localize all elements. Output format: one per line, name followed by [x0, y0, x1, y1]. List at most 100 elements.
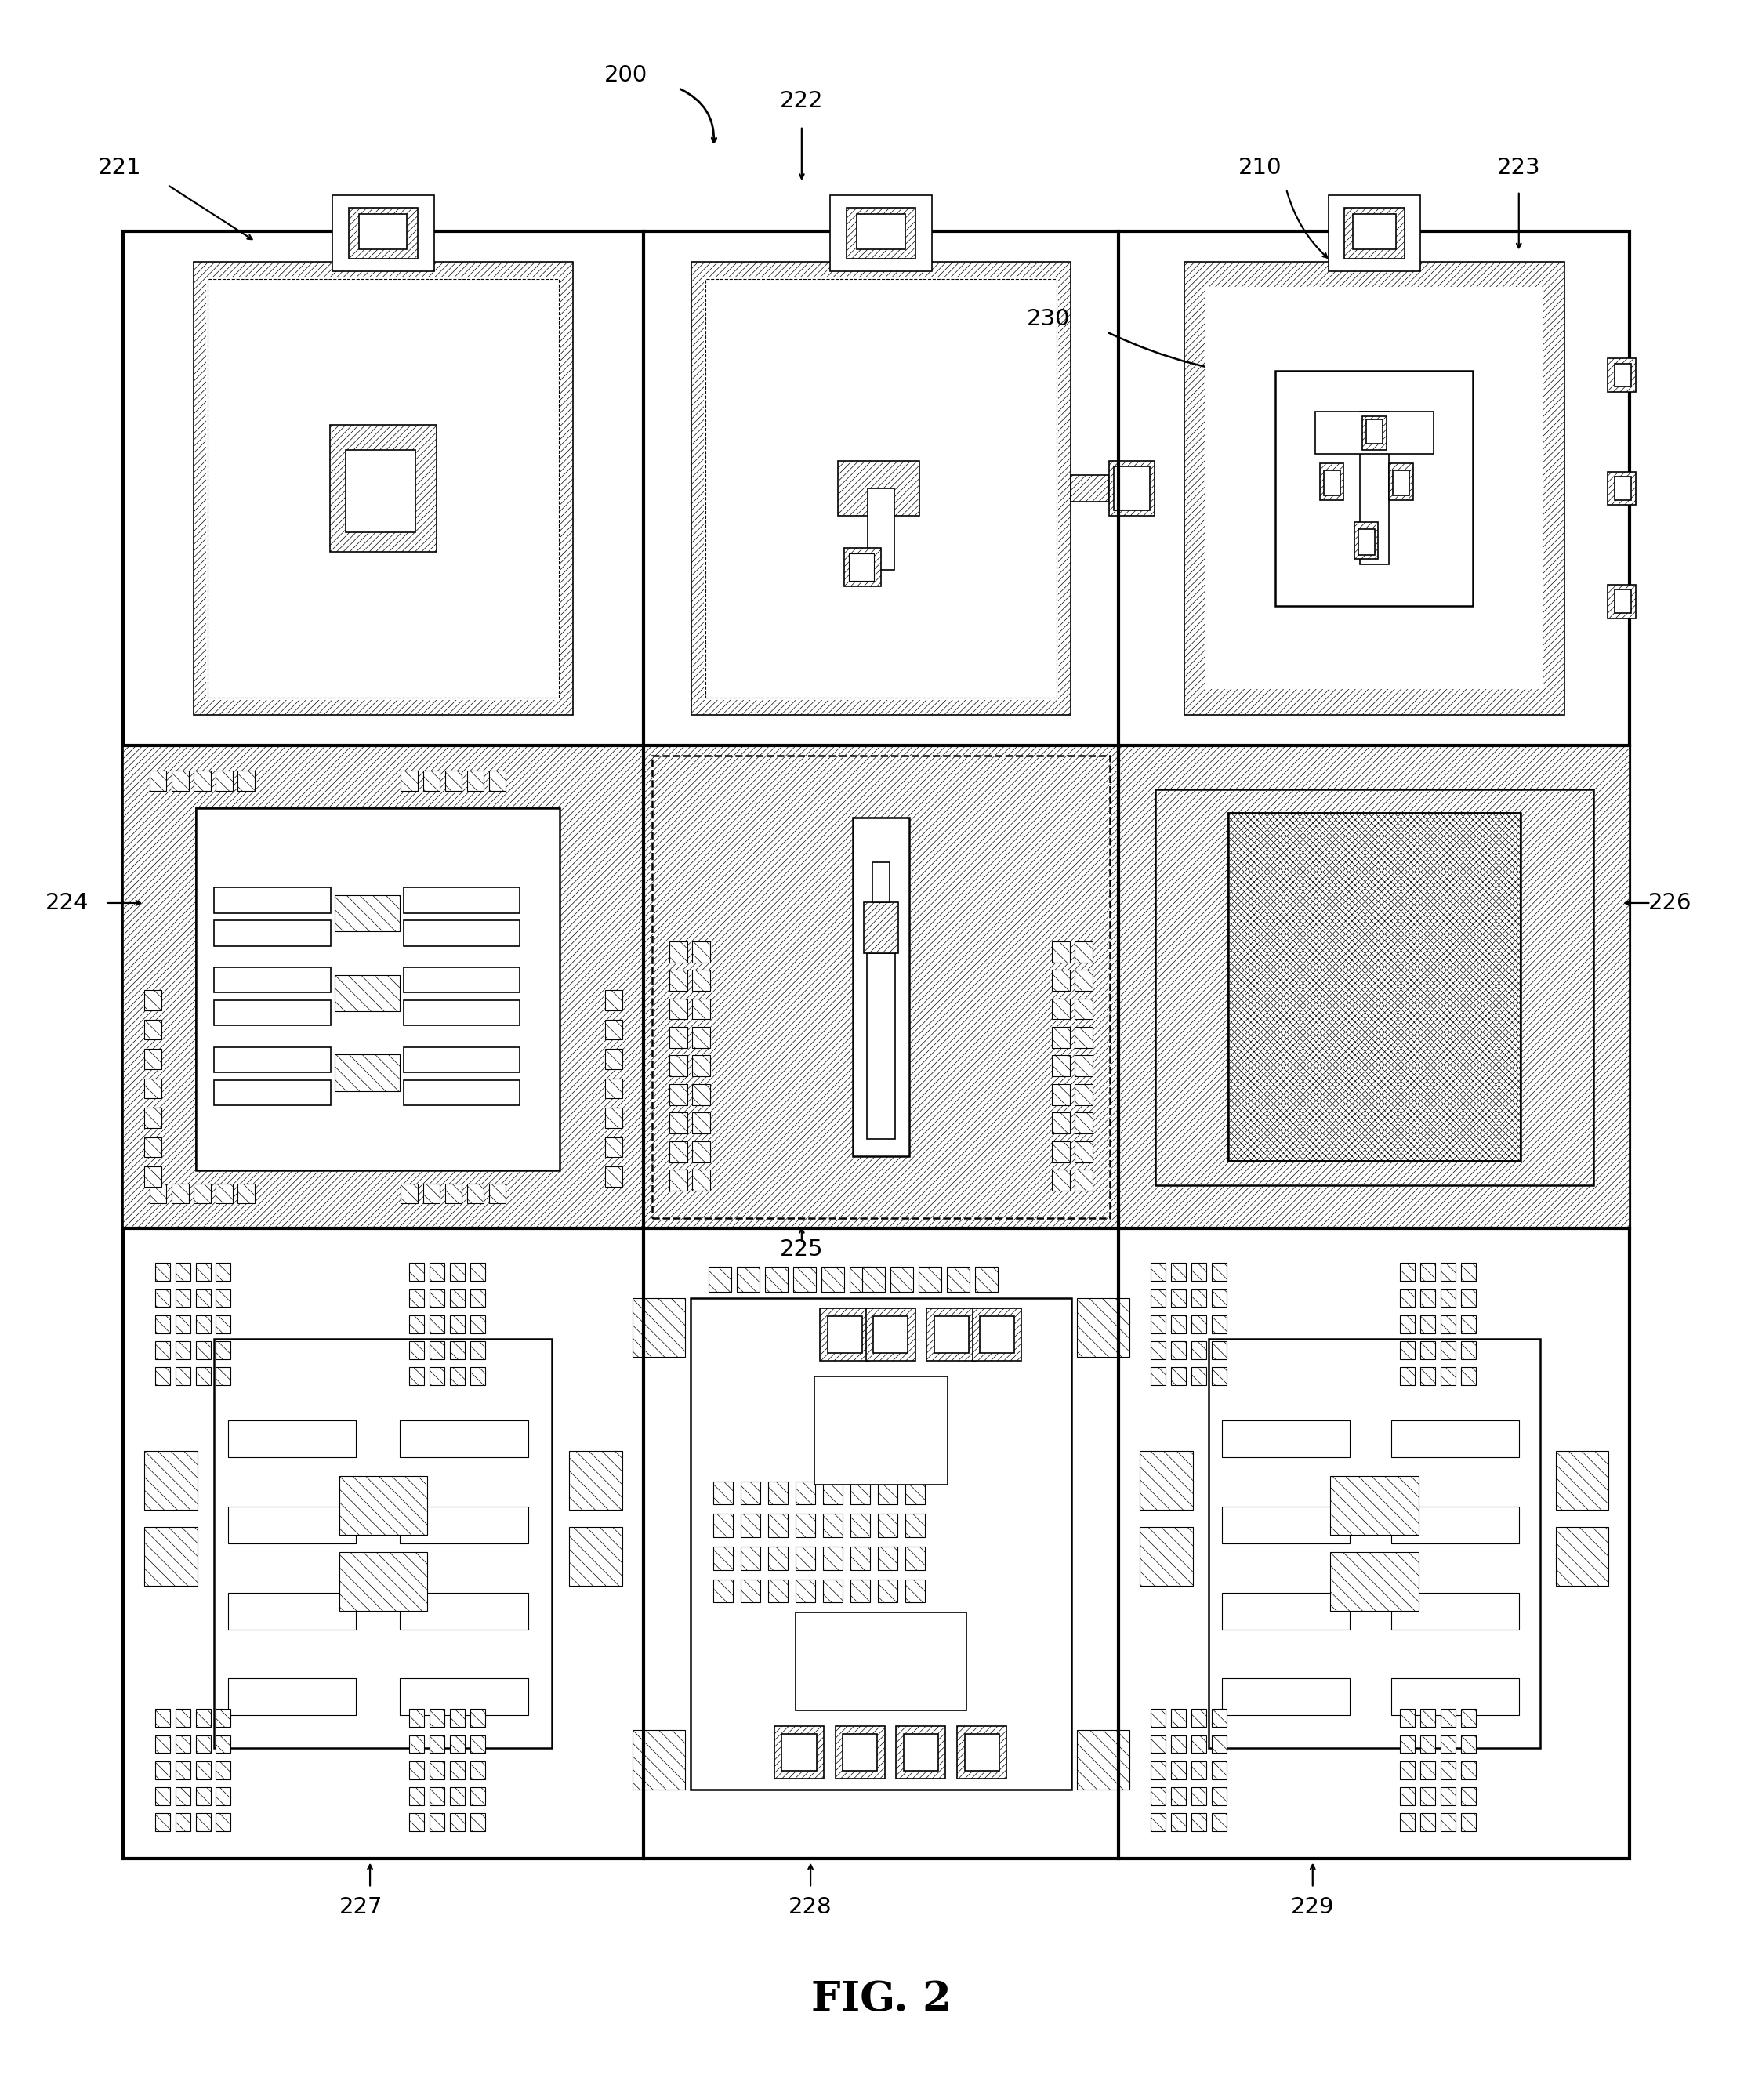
Bar — [250, 330, 516, 647]
Bar — [215, 1340, 552, 1747]
Bar — [737, 315, 1025, 662]
Bar — [1191, 1262, 1205, 1281]
Bar — [872, 861, 890, 903]
Bar — [1353, 214, 1396, 250]
Bar — [1191, 1735, 1205, 1753]
Bar — [1170, 1735, 1186, 1753]
Bar — [692, 1140, 710, 1161]
Bar — [844, 548, 881, 586]
Text: FIG. 2: FIG. 2 — [811, 1978, 951, 2020]
Bar — [823, 1579, 842, 1602]
Bar — [1323, 470, 1341, 496]
Bar — [1151, 1262, 1166, 1281]
Bar — [742, 1546, 761, 1571]
Bar — [877, 1514, 897, 1537]
Bar — [749, 330, 1013, 647]
Bar — [176, 1812, 190, 1831]
Bar — [1441, 1289, 1455, 1306]
Bar — [1140, 1451, 1193, 1510]
Bar — [1052, 997, 1070, 1018]
Bar — [1276, 370, 1473, 607]
Bar — [194, 771, 211, 790]
Bar — [633, 1298, 685, 1357]
Bar — [918, 1266, 941, 1292]
Bar — [400, 1592, 529, 1630]
Bar — [1052, 1084, 1070, 1105]
Bar — [444, 1184, 462, 1203]
Bar — [1191, 1812, 1205, 1831]
Bar — [430, 1289, 444, 1306]
Bar — [1209, 1340, 1540, 1747]
Bar — [1191, 1762, 1205, 1779]
Bar — [409, 1709, 425, 1726]
Bar — [1399, 1315, 1415, 1334]
Bar — [349, 208, 418, 258]
Bar — [196, 1289, 211, 1306]
Bar — [851, 1579, 870, 1602]
Bar — [1170, 1762, 1186, 1779]
Bar — [1151, 1709, 1166, 1726]
Bar — [1420, 1709, 1434, 1726]
Bar — [1228, 813, 1521, 1161]
Bar — [155, 1289, 169, 1306]
Bar — [1399, 1787, 1415, 1806]
Bar — [821, 1266, 844, 1292]
Bar — [449, 1812, 465, 1831]
Bar — [1399, 1262, 1415, 1281]
Bar — [173, 1184, 189, 1203]
Bar — [1052, 1056, 1070, 1077]
Bar — [830, 195, 932, 271]
Bar — [215, 968, 331, 993]
Bar — [335, 1054, 400, 1090]
Bar — [1441, 1342, 1455, 1359]
Bar — [670, 1113, 687, 1134]
Bar — [1362, 416, 1387, 449]
Bar — [430, 1735, 444, 1753]
Bar — [470, 1787, 485, 1806]
Bar — [752, 336, 1010, 640]
Bar — [1556, 1527, 1609, 1586]
Bar — [403, 1000, 520, 1025]
Bar — [194, 262, 573, 714]
Bar — [210, 281, 557, 695]
Bar — [402, 1184, 418, 1203]
Bar — [714, 1546, 733, 1571]
Bar — [409, 1812, 425, 1831]
Bar — [1441, 1709, 1455, 1726]
Bar — [1212, 294, 1536, 682]
Bar — [1075, 1113, 1092, 1134]
Bar — [1212, 1735, 1226, 1753]
Bar — [470, 1289, 485, 1306]
Bar — [1330, 1552, 1418, 1611]
Bar — [1151, 1342, 1166, 1359]
Bar — [721, 296, 1041, 680]
Bar — [227, 1506, 356, 1543]
Bar — [973, 1308, 1022, 1361]
Bar — [227, 1420, 356, 1457]
Bar — [828, 1317, 862, 1352]
Bar — [1420, 1762, 1434, 1779]
Bar — [196, 1735, 211, 1753]
Text: 224: 224 — [46, 892, 88, 914]
Bar — [1170, 1315, 1186, 1334]
Bar — [215, 888, 331, 914]
Bar — [176, 1367, 190, 1386]
Bar — [470, 1315, 485, 1334]
Bar — [712, 286, 1050, 691]
Bar — [329, 424, 437, 552]
Bar — [155, 1735, 169, 1753]
Bar — [335, 895, 400, 932]
Bar — [692, 941, 710, 962]
Bar — [173, 771, 189, 790]
Bar — [974, 1266, 997, 1292]
Bar — [849, 1266, 872, 1292]
Bar — [643, 746, 1119, 1228]
Bar — [144, 1109, 162, 1128]
Text: 223: 223 — [1498, 157, 1540, 178]
Bar — [1184, 262, 1565, 714]
Bar — [1420, 1315, 1434, 1334]
Bar — [409, 1735, 425, 1753]
Bar — [793, 1266, 816, 1292]
Bar — [728, 307, 1034, 670]
Bar — [1420, 1367, 1434, 1386]
